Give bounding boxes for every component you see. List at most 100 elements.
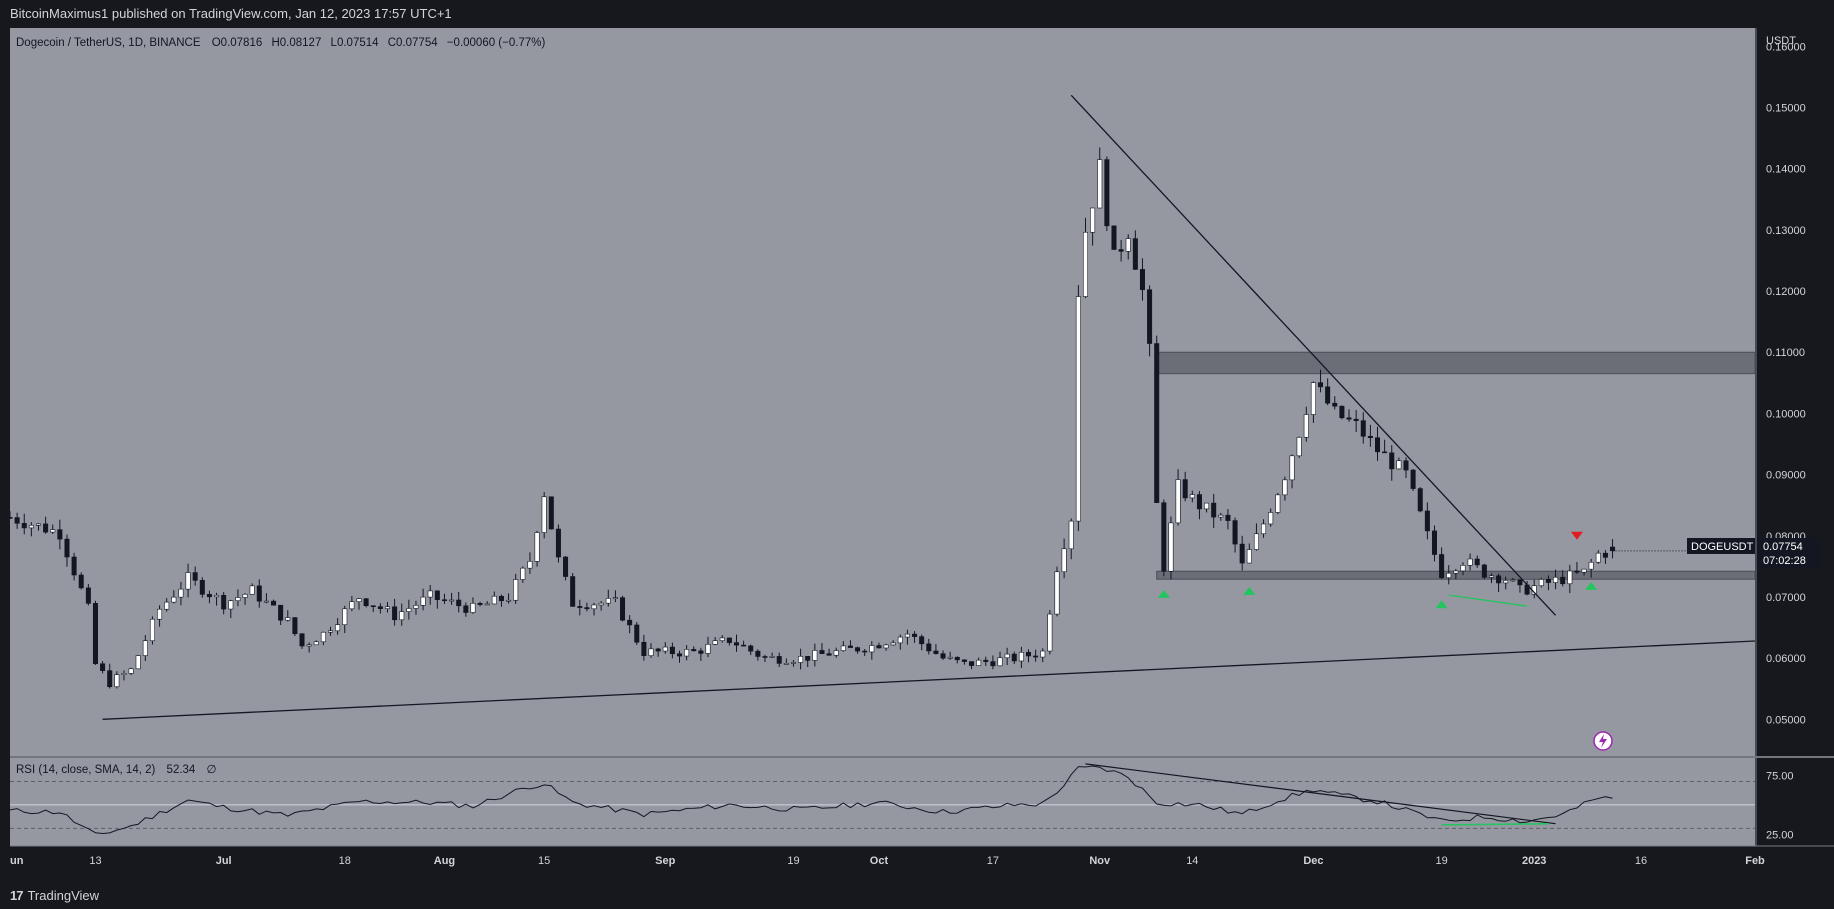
candle-body [662,646,668,652]
candle [85,583,91,606]
candle-body [769,656,775,658]
alert-lightning-icon[interactable] [1593,731,1613,751]
candle-body [1125,238,1131,252]
candle [577,599,583,616]
candle [1346,409,1352,422]
candle [434,590,440,609]
candle [1510,577,1516,582]
candle [185,563,191,598]
rsi-line[interactable] [9,765,1613,835]
candle [206,590,212,604]
candle [855,646,861,654]
candle [1439,547,1445,580]
candle-body [506,599,512,602]
candle [1496,573,1502,593]
candle-body [548,496,554,530]
candle [121,670,127,681]
candle [805,656,811,668]
candle-body [1018,651,1024,662]
price-chart[interactable]: 0.16000 0.15000 0.14000 0.13000 0.12000 0.110… [0,0,1834,881]
change-value: −0.00060 (−0.77%) [447,37,546,49]
candle-body [313,641,319,646]
time-tick-label: 13 [89,855,101,867]
candle-body [1090,207,1096,233]
green-up-arrow-icon [1243,586,1256,595]
candle-body [1360,420,1366,437]
candle [1303,406,1309,442]
candle-body [10,517,13,519]
candle [555,524,561,563]
tradingview-logo[interactable]: 17 TradingView [10,888,99,903]
candle [1239,535,1245,571]
candle-body [812,650,818,661]
candle-body [392,606,398,621]
candle [149,616,155,645]
candle-body [805,656,811,661]
symbol-info[interactable]: Dogecoin / TetherUS, 1D, BINANCE O0.0781… [16,37,545,49]
candle-body [883,644,889,649]
bar-countdown: 07:02:28 [1763,555,1806,567]
candle [983,656,989,666]
candle-body [577,606,583,608]
candle [969,661,975,670]
candle [1360,412,1366,444]
rsi-legend[interactable]: RSI (14, close, SMA, 14, 2) 52.34 ∅ [16,764,217,776]
candle-body [1417,488,1423,512]
candle-body [299,633,305,647]
candle [897,634,903,650]
candle-body [1510,579,1516,582]
symbol-name: Dogecoin / TetherUS, 1D, BINANCE [16,37,201,49]
candle [961,659,967,665]
candle-body [185,572,191,590]
candle-body [50,529,56,533]
candle-body [1389,452,1395,470]
descending-trendline[interactable] [1070,94,1557,616]
candle-body [1346,417,1352,420]
candle [1339,405,1345,420]
rsi-green-line[interactable] [1441,822,1549,826]
last-price-value: 0.07754 [1763,541,1803,553]
green-up-arrow-icon [1435,600,1448,609]
price-pane[interactable] [10,28,1755,756]
candle [506,593,512,604]
rsi-pane[interactable] [10,758,1755,846]
close-label: C [388,37,396,49]
time-tick-label: 16 [1635,855,1647,867]
green-divergence-line[interactable] [1448,594,1528,607]
candle-body [677,653,683,657]
candle-body [1268,512,1274,525]
candle [1275,492,1281,515]
candle [762,654,768,663]
rsi-trendline[interactable] [1085,763,1556,825]
candle [1182,471,1188,502]
ascending-trendline[interactable] [102,640,1755,720]
candle-body [684,649,690,657]
candle [199,577,205,598]
candle [1018,646,1024,668]
candle-body [641,641,647,656]
candle [441,593,447,604]
candle [320,631,326,646]
candle [100,661,106,674]
candle-body [1325,386,1331,404]
candle [798,648,804,670]
candle-body [278,604,284,621]
candle-body [1303,414,1309,438]
candle-body [1553,576,1559,583]
candle-body [427,590,433,598]
candle-body [584,607,590,610]
candle-body [904,633,910,638]
candle [926,638,932,655]
candle [520,566,526,583]
candle [862,648,868,656]
candle [71,552,77,581]
candle-body [947,656,953,659]
candle [1196,491,1202,520]
candle [1460,562,1466,576]
candle-body [912,633,918,637]
candle-body [627,619,633,626]
candle-body [463,605,469,613]
time-tick-label: Sep [655,855,675,867]
candle [790,660,796,667]
open-label: O [212,37,221,49]
